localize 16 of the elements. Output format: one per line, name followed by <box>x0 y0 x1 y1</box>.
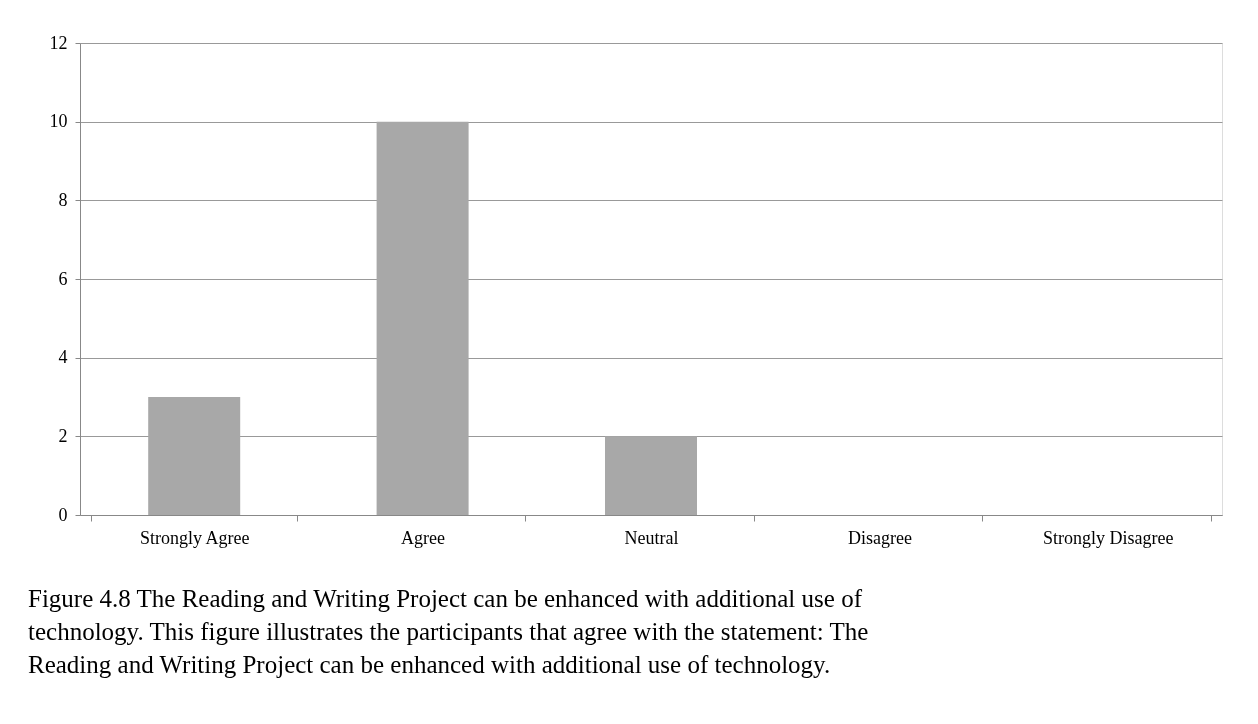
bar <box>148 397 241 515</box>
y-tick-label: 10 <box>49 111 68 132</box>
y-tick-label: 8 <box>58 189 68 210</box>
bar <box>605 436 697 515</box>
x-tick-label: Agree <box>401 527 446 548</box>
y-tick-label: 6 <box>58 268 68 289</box>
caption: Figure 4.8 The Reading and Writing Project can be enhanced with additional use of technology. This figure illustrates the participants that agree with the statement: The Reading and Writing Project can be enhanced with additional use of technology. <box>28 585 869 678</box>
y-tick-label: 12 <box>49 32 68 53</box>
y-tick-label: 4 <box>58 347 68 368</box>
y-tick-label: 0 <box>58 504 68 525</box>
x-tick-label: Strongly Disagree <box>1043 527 1174 548</box>
x-tick-label: Neutral <box>624 527 679 548</box>
x-tick-label: Strongly Agree <box>139 527 250 548</box>
bar <box>376 121 469 515</box>
x-tick-label: Disagree <box>847 527 912 548</box>
y-tick-label: 2 <box>58 425 68 446</box>
